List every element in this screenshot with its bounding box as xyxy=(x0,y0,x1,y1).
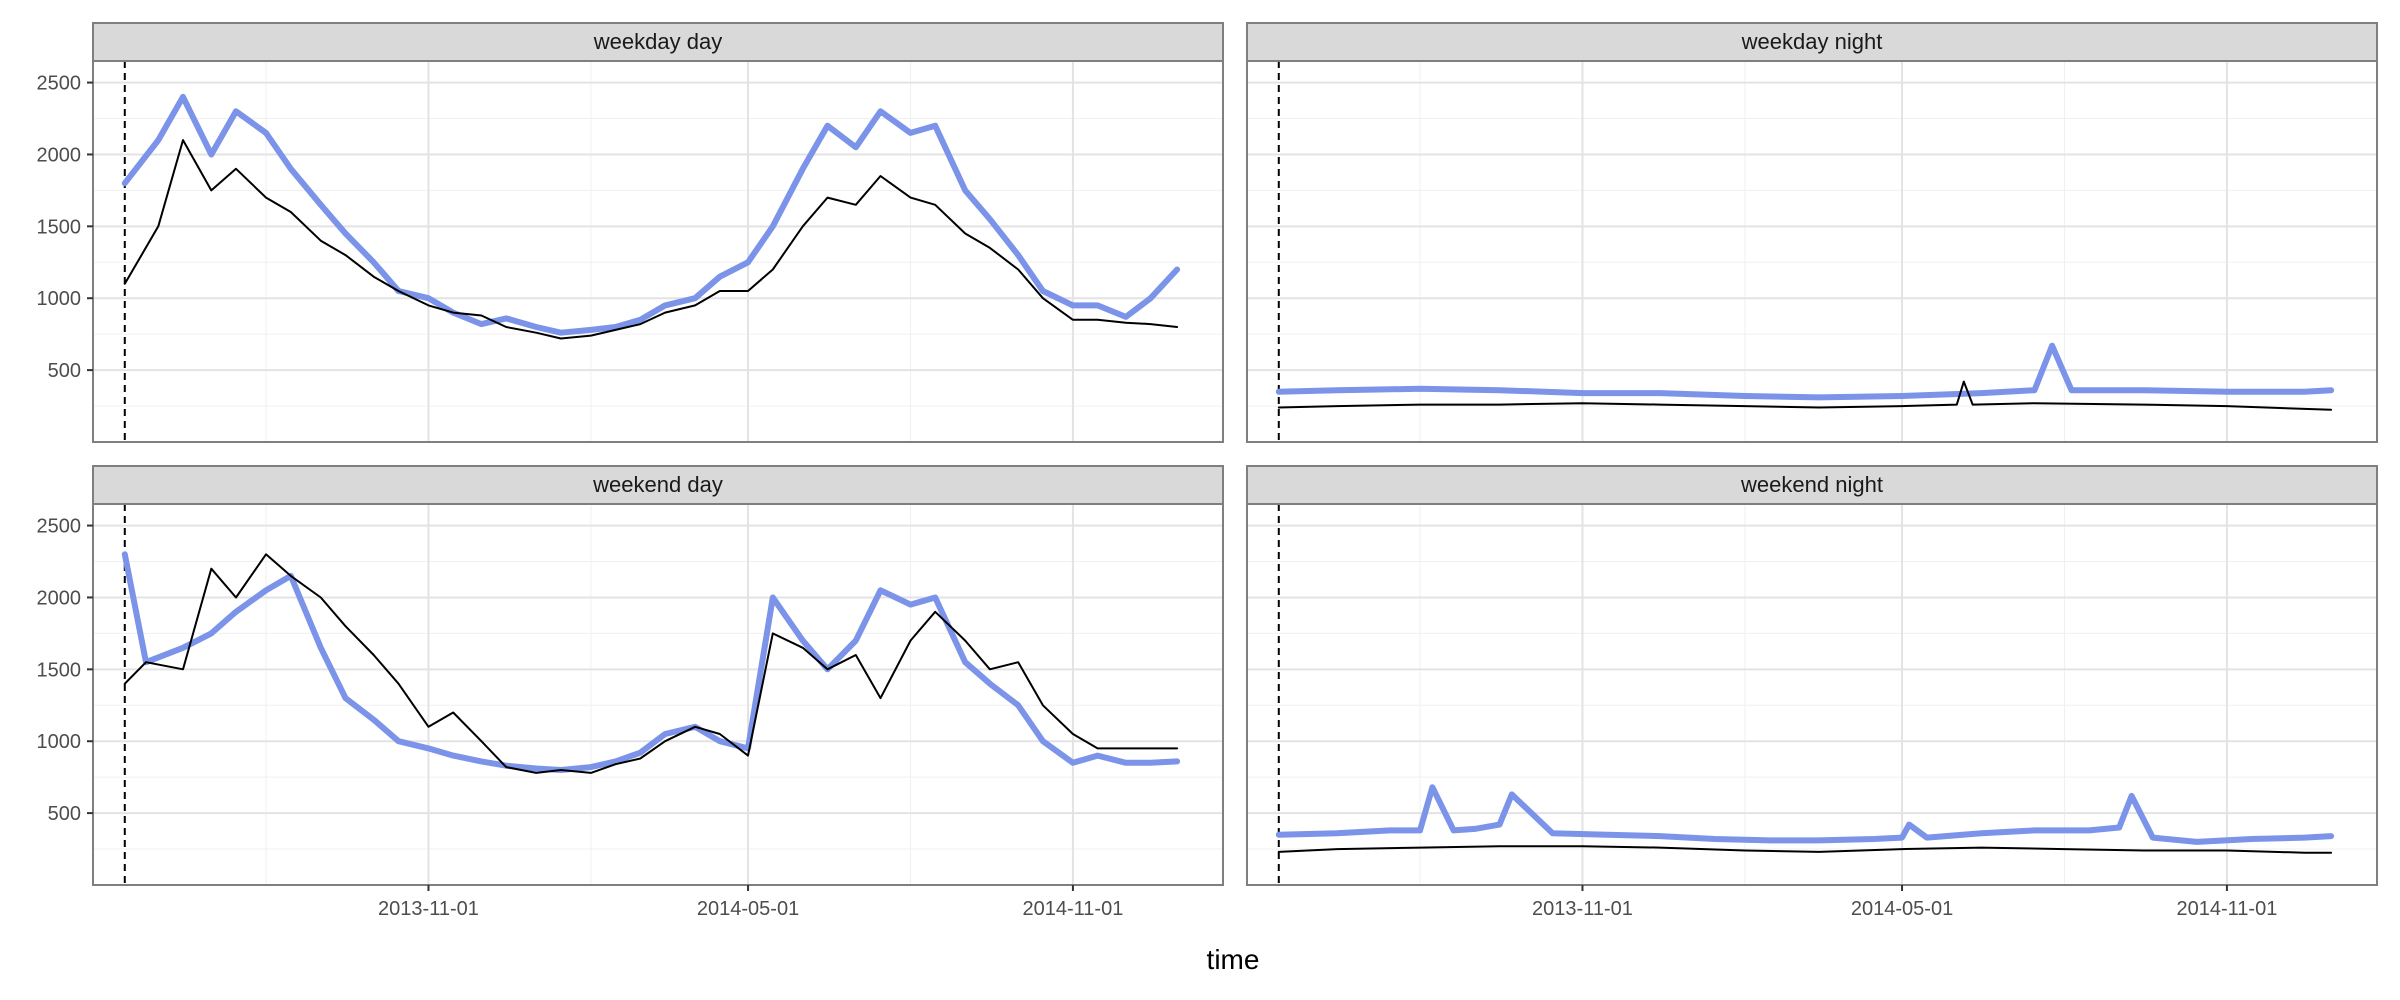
minor-gridlines xyxy=(1247,504,2377,885)
facet-strip-label: weekday day xyxy=(593,29,722,54)
facet-strip xyxy=(1246,465,2378,505)
x-tick-label: 2013-11-01 xyxy=(378,898,479,920)
x-tick-label: 2014-11-01 xyxy=(2177,898,2278,920)
facet-panel: weekend day 500 1000 1500 2000 2500 2013-11-01… xyxy=(37,465,1224,920)
panel-border xyxy=(92,60,1224,443)
panels-layer: weekday day 500 1000 1500 2000 2500 weekday ni… xyxy=(37,22,2378,920)
facet-strip xyxy=(92,22,1224,62)
y-tick-label: 2000 xyxy=(37,144,82,166)
plot-background xyxy=(93,61,1223,442)
y-tick-label: 2000 xyxy=(37,587,82,609)
major-gridlines xyxy=(1247,504,2377,885)
plot-background xyxy=(1247,61,2377,442)
major-gridlines xyxy=(1247,61,2377,442)
facet-panel: weekend night 2013-11-01 2014-05-01 2014-11… xyxy=(1246,465,2378,920)
panel-border xyxy=(92,503,1224,886)
panel-border xyxy=(1246,60,2378,443)
y-tick-label: 500 xyxy=(48,360,81,382)
y-tick-label: 1000 xyxy=(37,288,82,310)
facet-strip-label: weekend day xyxy=(592,472,723,497)
facet-strip-label: weekday night xyxy=(1741,29,1883,54)
y-tick-label: 1500 xyxy=(37,659,82,681)
minor-gridlines xyxy=(93,504,1223,885)
x-tick-label: 2014-05-01 xyxy=(697,898,799,920)
x-tick-label: 2014-05-01 xyxy=(1851,898,1953,920)
series-line-blue xyxy=(121,551,1181,773)
series-line-black xyxy=(1277,380,2333,411)
series-line-black xyxy=(123,139,1179,340)
y-tick-label: 1000 xyxy=(37,731,82,753)
x-tick-label: 2013-11-01 xyxy=(1532,898,1633,920)
minor-gridlines xyxy=(93,61,1223,442)
y-tick-label: 500 xyxy=(48,803,81,825)
major-gridlines xyxy=(93,504,1223,885)
series-line-blue xyxy=(1275,342,2335,401)
x-axis-title: time xyxy=(1207,944,1260,975)
series-line-blue xyxy=(121,93,1181,336)
major-gridlines xyxy=(93,61,1223,442)
y-tick-label: 2500 xyxy=(37,73,82,95)
series-line-black xyxy=(1277,845,2333,854)
minor-gridlines xyxy=(1247,61,2377,442)
x-tick-label: 2014-11-01 xyxy=(1023,898,1124,920)
panel-border xyxy=(1246,503,2378,886)
facet-panel: weekday night xyxy=(1246,22,2378,443)
facet-strip-label: weekend night xyxy=(1740,472,1883,497)
plot-background xyxy=(1247,504,2377,885)
facet-strip xyxy=(92,465,1224,505)
series-line-black xyxy=(123,553,1179,774)
facet-panel: weekday day 500 1000 1500 2000 2500 xyxy=(37,22,1224,443)
y-tick-label: 1500 xyxy=(37,216,82,238)
series-line-blue xyxy=(1275,784,2335,845)
y-tick-label: 2500 xyxy=(37,516,82,538)
